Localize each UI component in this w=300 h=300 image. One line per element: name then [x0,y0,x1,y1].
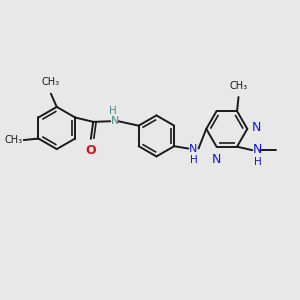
Text: N: N [252,121,261,134]
Text: CH₃: CH₃ [4,135,22,145]
Text: H: H [109,106,116,116]
Text: N: N [212,152,221,166]
Text: H: H [190,155,197,165]
Text: N: N [189,143,197,154]
Text: N: N [253,143,262,156]
Text: O: O [85,144,96,157]
Text: N: N [111,116,119,126]
Text: CH₃: CH₃ [42,77,60,87]
Text: CH₃: CH₃ [230,81,247,91]
Text: H: H [254,157,262,166]
